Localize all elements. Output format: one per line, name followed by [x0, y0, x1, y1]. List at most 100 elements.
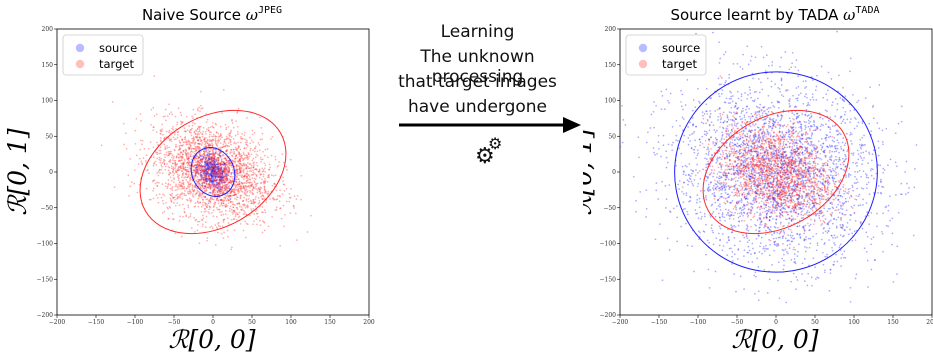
point-source: [220, 167, 223, 170]
point-target: [230, 208, 233, 211]
point-target: [279, 195, 282, 198]
point-source: [222, 170, 224, 173]
point-target: [220, 198, 223, 201]
point-target: [266, 180, 269, 183]
point-target: [197, 145, 200, 148]
point-target: [222, 202, 225, 205]
point-target: [289, 158, 292, 161]
point-target: [242, 185, 245, 187]
point-target: [210, 185, 213, 188]
point-source: [686, 210, 689, 213]
point-source: [741, 206, 744, 208]
point-target: [237, 213, 239, 216]
point-target: [217, 224, 220, 227]
point-target: [177, 169, 179, 172]
point-target: [217, 175, 219, 177]
point-target: [242, 186, 245, 189]
point-target: [274, 183, 277, 186]
point-source: [855, 182, 857, 184]
point-target: [207, 176, 210, 178]
point-source: [216, 187, 218, 190]
point-source: [217, 167, 219, 170]
point-source: [212, 189, 215, 191]
point-source: [768, 141, 771, 144]
point-source: [802, 180, 805, 182]
point-target: [224, 189, 226, 192]
point-target: [227, 159, 230, 162]
point-target: [172, 197, 175, 199]
point-source: [218, 181, 221, 183]
point-target: [184, 130, 187, 133]
point-source: [854, 175, 856, 178]
point-target: [188, 140, 191, 143]
point-target: [188, 155, 190, 157]
point-target: [237, 165, 240, 167]
point-target: [234, 157, 237, 160]
point-target: [213, 172, 216, 175]
point-target: [193, 142, 195, 144]
point-target: [252, 207, 255, 210]
point-target: [169, 138, 171, 141]
point-target: [250, 174, 253, 176]
point-source: [230, 191, 233, 193]
point-source: [219, 170, 222, 172]
point-target: [215, 123, 217, 126]
point-source: [861, 187, 863, 189]
point-target: [229, 175, 232, 178]
point-target: [270, 138, 272, 140]
point-target: [228, 178, 231, 181]
point-target: [167, 150, 170, 153]
point-target: [194, 141, 197, 144]
point-target: [213, 202, 216, 205]
point-target: [242, 200, 245, 202]
point-source: [220, 176, 223, 179]
point-target: [219, 173, 222, 176]
point-source: [678, 180, 681, 182]
point-target: [151, 180, 154, 183]
point-source: [726, 154, 729, 156]
point-target: [226, 194, 229, 197]
point-target: [217, 182, 220, 184]
point-target: [240, 164, 243, 166]
point-target: [174, 170, 177, 173]
point-source: [198, 164, 201, 167]
point-source: [791, 51, 794, 54]
point-source: [208, 163, 211, 166]
point-source: [222, 171, 225, 174]
point-source: [216, 181, 218, 184]
point-target: [204, 204, 207, 207]
point-target: [213, 154, 216, 156]
point-target: [182, 203, 184, 206]
point-target: [262, 211, 264, 214]
point-source: [720, 176, 722, 178]
point-target: [181, 179, 184, 182]
point-target: [196, 142, 199, 145]
point-source: [680, 225, 682, 228]
point-target: [193, 138, 196, 141]
point-target: [203, 152, 206, 155]
point-source: [849, 134, 851, 136]
point-target: [246, 175, 249, 178]
point-source: [807, 166, 810, 168]
point-target: [169, 132, 172, 135]
point-target: [165, 119, 167, 122]
point-source: [212, 180, 215, 183]
point-source: [213, 157, 215, 160]
point-source: [214, 164, 217, 166]
point-target: [187, 169, 189, 171]
point-source: [787, 99, 790, 102]
point-target: [233, 211, 235, 213]
point-target: [239, 166, 241, 169]
point-target: [210, 144, 212, 146]
point-source: [742, 166, 745, 169]
point-target: [194, 142, 197, 145]
point-source: [215, 173, 218, 176]
point-target: [272, 197, 275, 199]
point-target: [267, 194, 269, 196]
point-source: [209, 168, 212, 171]
point-target: [217, 170, 220, 173]
point-target: [189, 215, 192, 218]
point-source: [855, 273, 858, 276]
point-target: [192, 148, 195, 150]
point-source: [215, 175, 217, 178]
